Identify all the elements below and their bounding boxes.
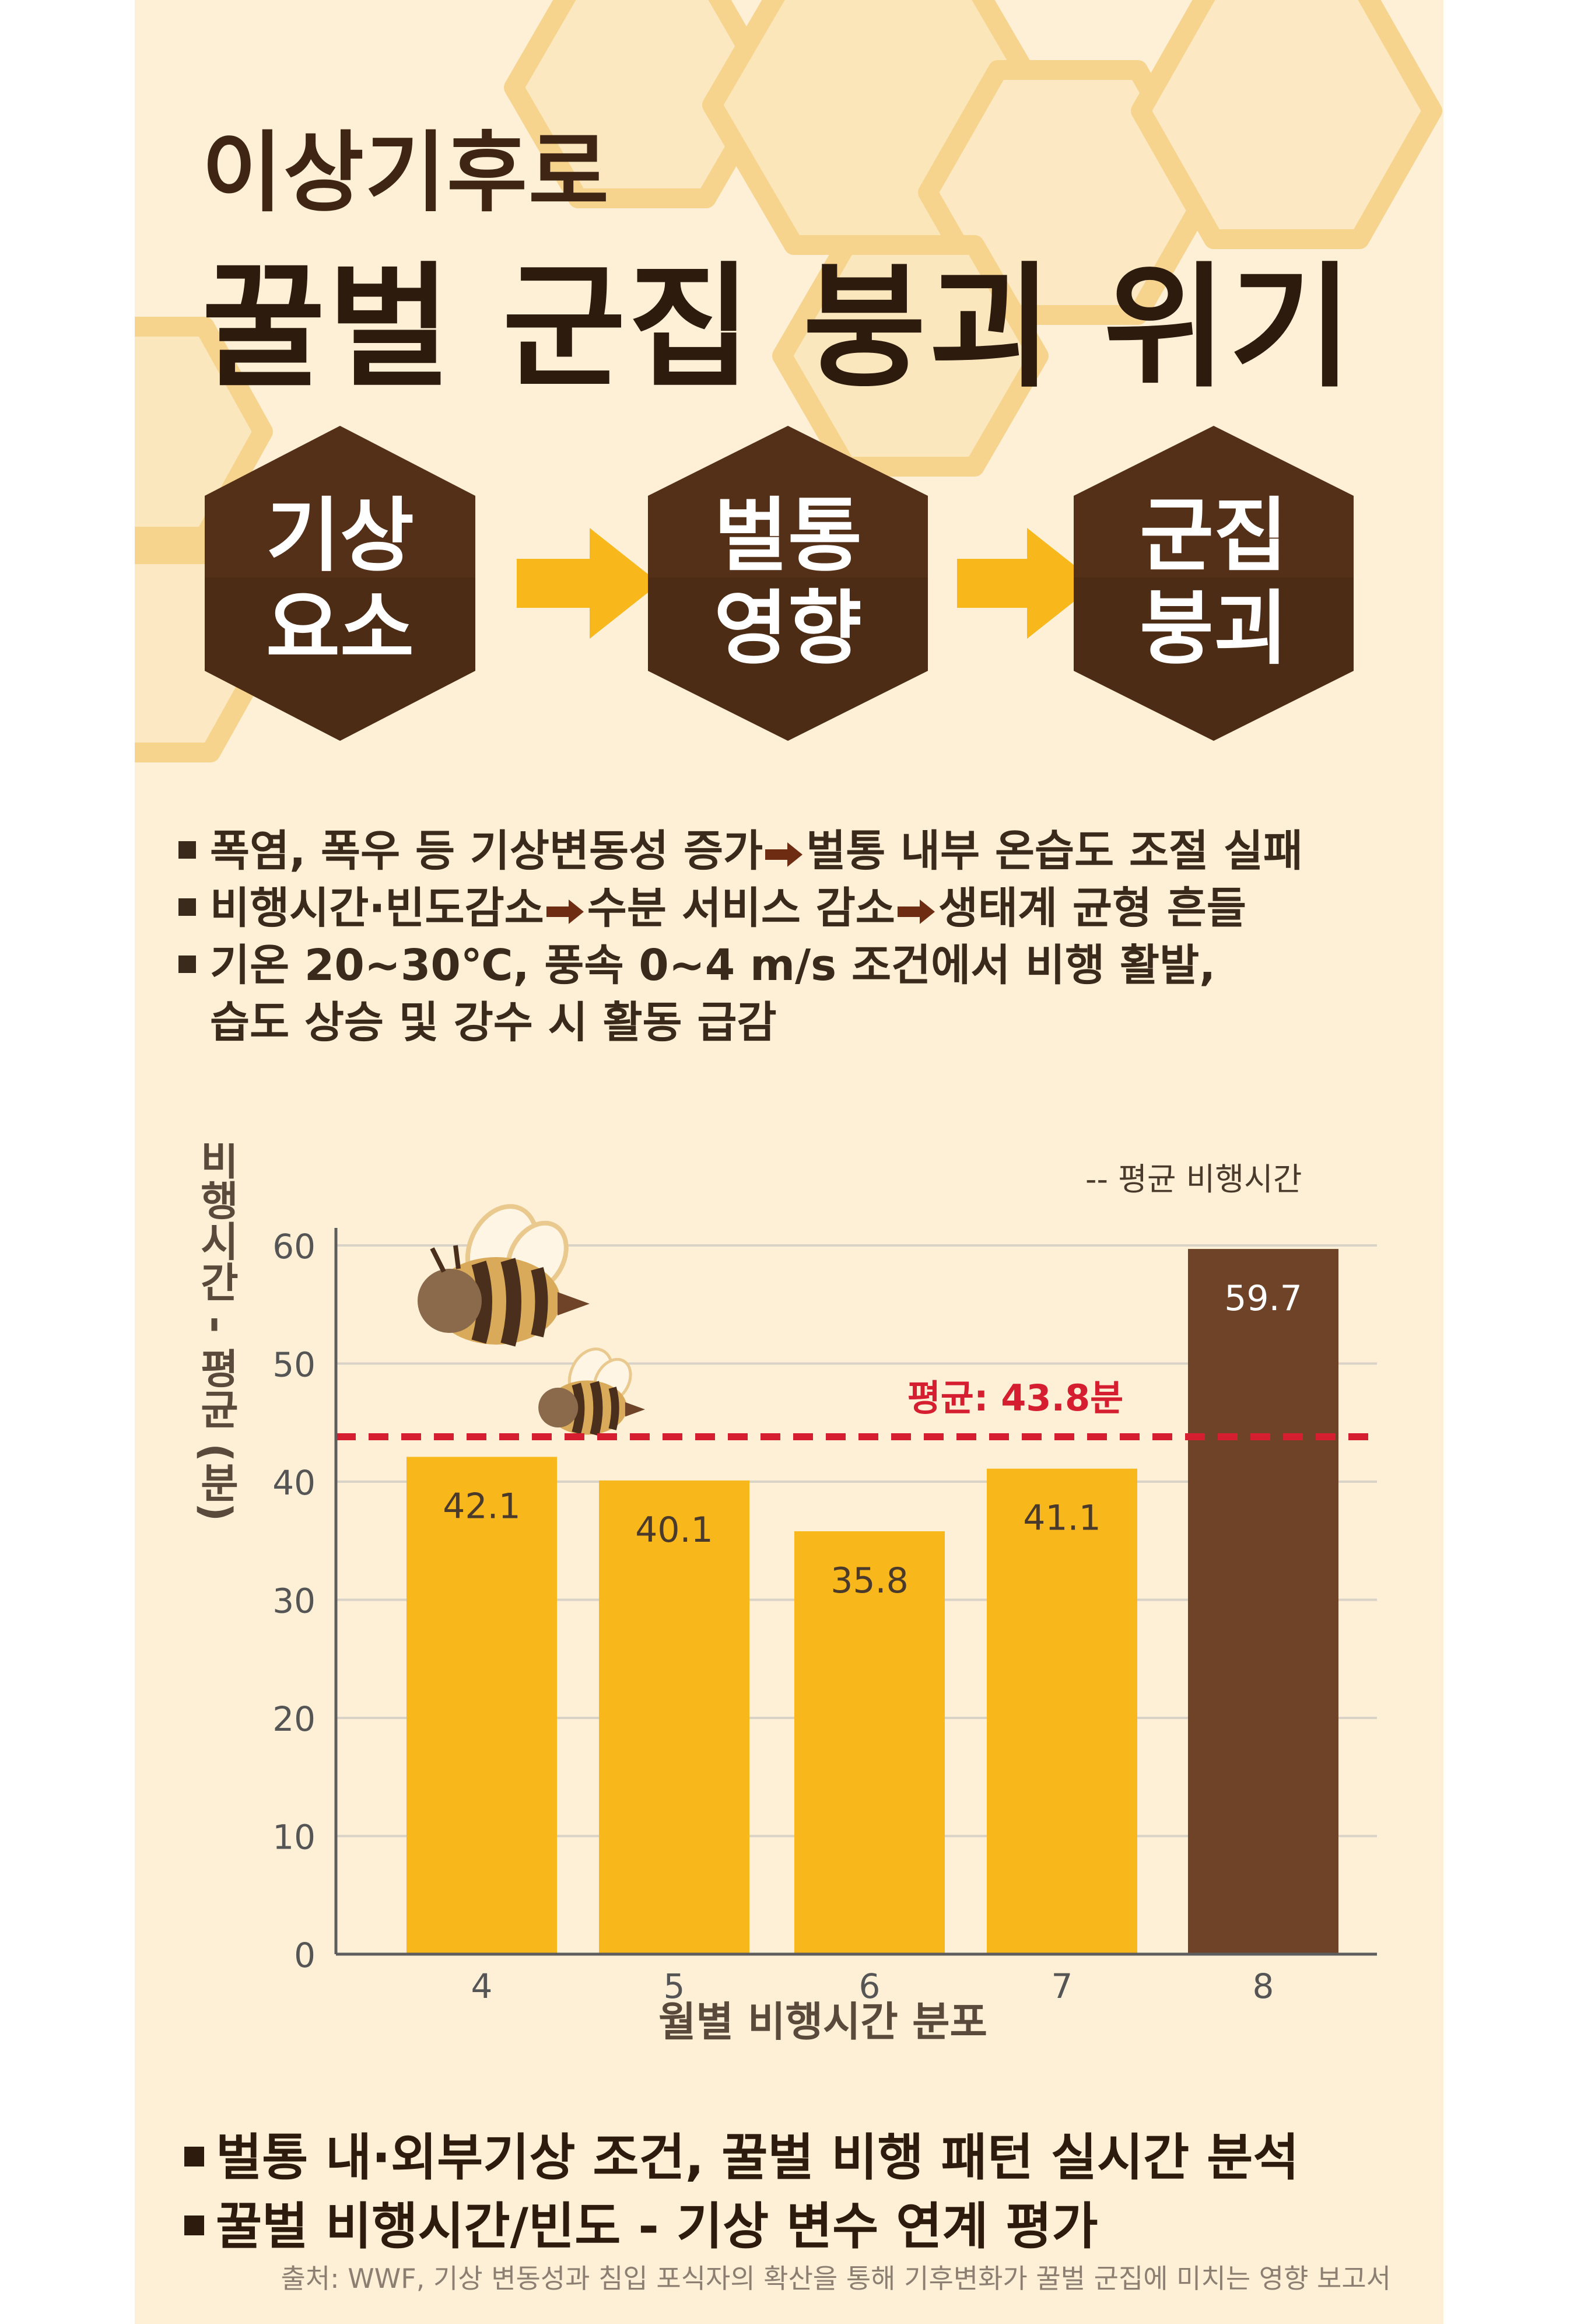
y-tick-label: 30 bbox=[272, 1581, 316, 1621]
x-tick-label: 4 bbox=[471, 1966, 493, 2006]
bullet-square-icon bbox=[178, 898, 196, 916]
bullet-3-continued: 습도 상승 및 강수 시 활동 급감 bbox=[210, 998, 777, 1048]
bullet-3: 기온 20~30℃, 풍속 0~4 m/s 조건에서 비행 활발, bbox=[178, 937, 1438, 994]
bottom-points: 벌통 내·외부기상 조건, 꿀벌 비행 패턴 실시간 분석 꿀벌 비행시간/빈도… bbox=[184, 2123, 1443, 2261]
hexagon-hive bbox=[648, 426, 928, 741]
flow-step-weather: 기상 요소 bbox=[266, 489, 414, 676]
hexagon-colony bbox=[1074, 426, 1354, 741]
bullet-square-icon bbox=[184, 2216, 204, 2235]
bottom-bullet-1: 벌통 내·외부기상 조건, 꿀벌 비행 패턴 실시간 분석 bbox=[184, 2123, 1443, 2192]
x-axis-label: 월별 비행시간 분포 bbox=[658, 1998, 987, 2046]
bar-value-label: 42.1 bbox=[443, 1486, 521, 1527]
bullet-square-icon bbox=[178, 841, 196, 859]
bar-month-4 bbox=[406, 1457, 557, 1954]
flight-time-bar-chart: 0 10 20 30 40 50 60 42.1 40.1 35.8 41.1 59.7 4 5 6 7 8 bbox=[192, 1143, 1377, 2046]
x-tick-label: 8 bbox=[1253, 1966, 1274, 2006]
flow-step-colony: 군집 붕괴 bbox=[1140, 489, 1288, 676]
bee-icon bbox=[418, 1204, 590, 1347]
arrow-right-icon bbox=[765, 842, 803, 867]
flow-step-hive: 벌통 영향 bbox=[714, 489, 862, 676]
x-tick-label: 6 bbox=[859, 1966, 881, 2006]
bar-month-6 bbox=[794, 1531, 945, 1954]
arrow-right-icon bbox=[546, 900, 584, 924]
key-points: 폭염, 폭우 등 기상변동성 증가 벌통 내부 온습도 조절 실패 비행시간·빈도… bbox=[178, 822, 1438, 1051]
process-flow: 기상 요소 벌통 영향 군집 붕괴 bbox=[135, 408, 1443, 782]
y-tick-label: 50 bbox=[272, 1345, 316, 1385]
bullet-2: 비행시간·빈도감소 수분 서비스 감소 생태계 균형 흔들 bbox=[178, 880, 1438, 937]
y-tick-label: 10 bbox=[272, 1818, 316, 1857]
bar-value-label: 41.1 bbox=[1023, 1498, 1101, 1539]
y-tick-label: 40 bbox=[272, 1463, 316, 1503]
bar-month-7 bbox=[987, 1468, 1137, 1954]
bar-month-8 bbox=[1188, 1249, 1338, 1954]
bar-value-label: 35.8 bbox=[830, 1560, 909, 1601]
arrow-right-icon bbox=[957, 528, 1097, 639]
bar-value-label: 40.1 bbox=[635, 1510, 713, 1550]
page-title: 꿀벌 군집 붕괴 위기 bbox=[202, 250, 1355, 406]
x-tick-label: 5 bbox=[664, 1966, 685, 2006]
infographic-panel: 이상기후로 꿀벌 군집 붕괴 위기 기상 요소 bbox=[135, 0, 1443, 2324]
arrow-right-icon bbox=[517, 528, 660, 639]
y-tick-label: 0 bbox=[294, 1936, 316, 1975]
bar-month-5 bbox=[599, 1480, 749, 1954]
honeycomb-background-icon bbox=[135, 0, 1442, 762]
bullet-square-icon bbox=[184, 2147, 204, 2166]
bottom-bullet-2: 꿀벌 비행시간/빈도 - 기상 변수 연계 평가 bbox=[184, 2192, 1443, 2261]
bee-icon bbox=[538, 1348, 645, 1436]
bar-value-label: 59.7 bbox=[1224, 1278, 1302, 1319]
arrow-right-icon bbox=[897, 900, 935, 924]
bullet-1: 폭염, 폭우 등 기상변동성 증가 벌통 내부 온습도 조절 실패 bbox=[178, 822, 1438, 880]
x-tick-label: 7 bbox=[1052, 1966, 1073, 2006]
average-label: 평균: 43.8분 bbox=[907, 1377, 1123, 1419]
title-line-1: 이상기후로 bbox=[202, 123, 611, 224]
y-tick-label: 20 bbox=[272, 1699, 316, 1739]
hexagon-weather bbox=[205, 426, 475, 741]
bullet-square-icon bbox=[178, 956, 196, 973]
y-axis-label: 비행시간 - 평균 (분) bbox=[192, 1143, 240, 1521]
y-tick-label: 60 bbox=[272, 1227, 316, 1266]
source-note: 출처: WWF, 기상 변동성과 침입 포식자의 확산을 통해 기후변화가 꿀벌… bbox=[281, 2263, 1391, 2294]
legend-label: -- 평균 비행시간 bbox=[1085, 1161, 1302, 1198]
